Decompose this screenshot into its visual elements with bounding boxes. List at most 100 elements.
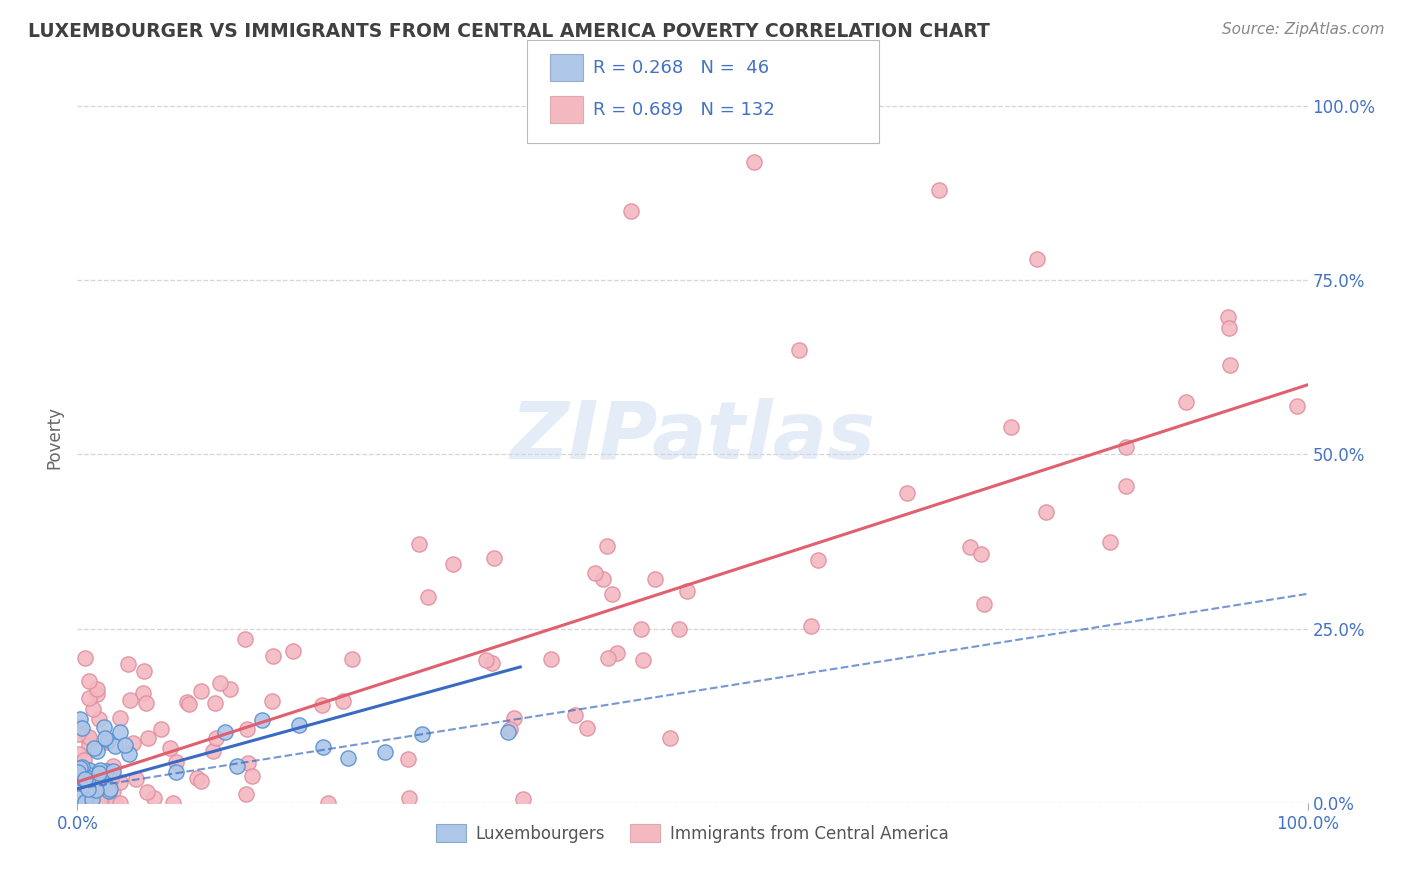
Point [668,622,690,636]
Point [75,796,97,810]
Point [186,771,208,785]
Point [73,651,96,665]
Point [177,697,200,711]
Point [250,713,273,727]
Point [165,755,187,769]
Point [114,739,136,753]
Point [100,772,122,786]
Point [118,747,141,761]
Point [1219,359,1241,373]
Point [149,722,172,736]
Point [970,547,993,561]
Point [600,587,623,601]
Point [316,796,339,810]
Point [928,183,950,197]
Point [84,783,107,797]
Point [67,764,90,779]
Point [108,724,131,739]
Point [70,772,93,786]
Point [80,792,103,806]
Text: Source: ZipAtlas.com: Source: ZipAtlas.com [1222,22,1385,37]
Point [496,725,519,739]
Point [73,753,96,767]
Point [69,767,91,781]
Point [93,720,115,734]
Point [77,796,100,810]
Point [1115,479,1137,493]
Point [205,731,228,745]
Point [77,730,100,744]
Point [337,750,360,764]
Point [441,557,464,571]
Point [72,771,94,785]
Legend: Luxembourgers, Immigrants from Central America: Luxembourgers, Immigrants from Central A… [429,818,956,849]
Point [132,664,155,678]
Point [77,674,100,689]
Point [398,791,420,805]
Point [86,744,108,758]
Point [564,707,586,722]
Point [67,796,90,810]
Point [235,787,257,801]
Point [76,731,98,745]
Point [787,343,810,357]
Point [69,768,91,782]
Point [236,722,259,736]
Point [70,760,93,774]
Point [340,652,363,666]
Point [82,779,104,793]
Point [110,796,132,810]
Point [79,691,101,706]
Point [475,653,498,667]
Point [630,622,652,636]
Point [73,772,96,786]
Text: R = 0.268   N =  46: R = 0.268 N = 46 [593,59,769,77]
Point [75,793,97,807]
Point [69,761,91,775]
Point [644,573,666,587]
Point [374,745,396,759]
Point [807,552,830,566]
Point [79,796,101,810]
Point [94,731,117,746]
Point [101,764,124,779]
Point [262,648,284,663]
Point [585,566,607,581]
Point [214,724,236,739]
Point [830,99,852,113]
Point [104,739,127,753]
Point [162,796,184,810]
Point [332,694,354,708]
Point [134,696,156,710]
Point [75,796,97,810]
Point [80,796,103,810]
Point [598,651,620,665]
Point [125,772,148,786]
Point [800,618,823,632]
Point [80,786,103,800]
Point [1035,505,1057,519]
Point [66,772,89,787]
Point [512,791,534,805]
Point [76,772,98,786]
Point [87,796,110,810]
Point [204,696,226,710]
Point [408,536,430,550]
Point [66,727,89,741]
Point [104,796,127,810]
Point [67,719,90,733]
Point [1026,252,1049,267]
Point [91,781,114,796]
Text: R = 0.689   N = 132: R = 0.689 N = 132 [593,101,775,119]
Point [89,763,111,777]
Point [176,695,198,709]
Point [540,652,562,666]
Point [67,747,90,761]
Point [77,764,100,778]
Point [143,791,166,805]
Point [499,723,522,737]
Point [66,775,89,789]
Point [83,740,105,755]
Point [973,597,995,611]
Y-axis label: Poverty: Poverty [45,406,63,468]
